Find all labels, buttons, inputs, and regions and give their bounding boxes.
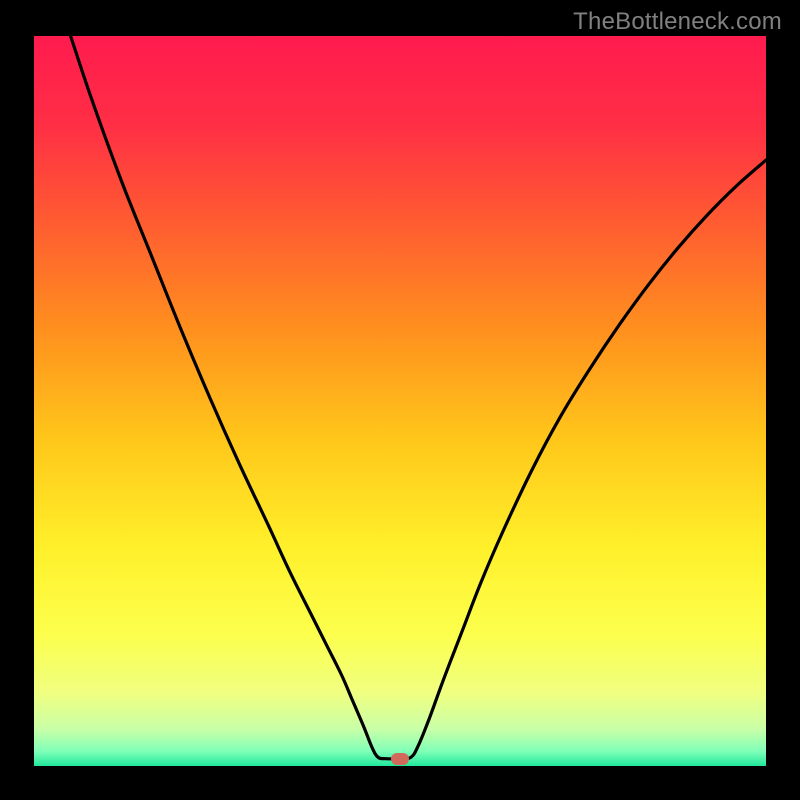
bottleneck-curve [34, 36, 766, 766]
plot-area [34, 36, 766, 766]
watermark-text: TheBottleneck.com [573, 8, 782, 36]
curve-path [71, 36, 766, 759]
optimal-point-marker [391, 753, 409, 765]
chart-frame: TheBottleneck.com [0, 0, 800, 800]
